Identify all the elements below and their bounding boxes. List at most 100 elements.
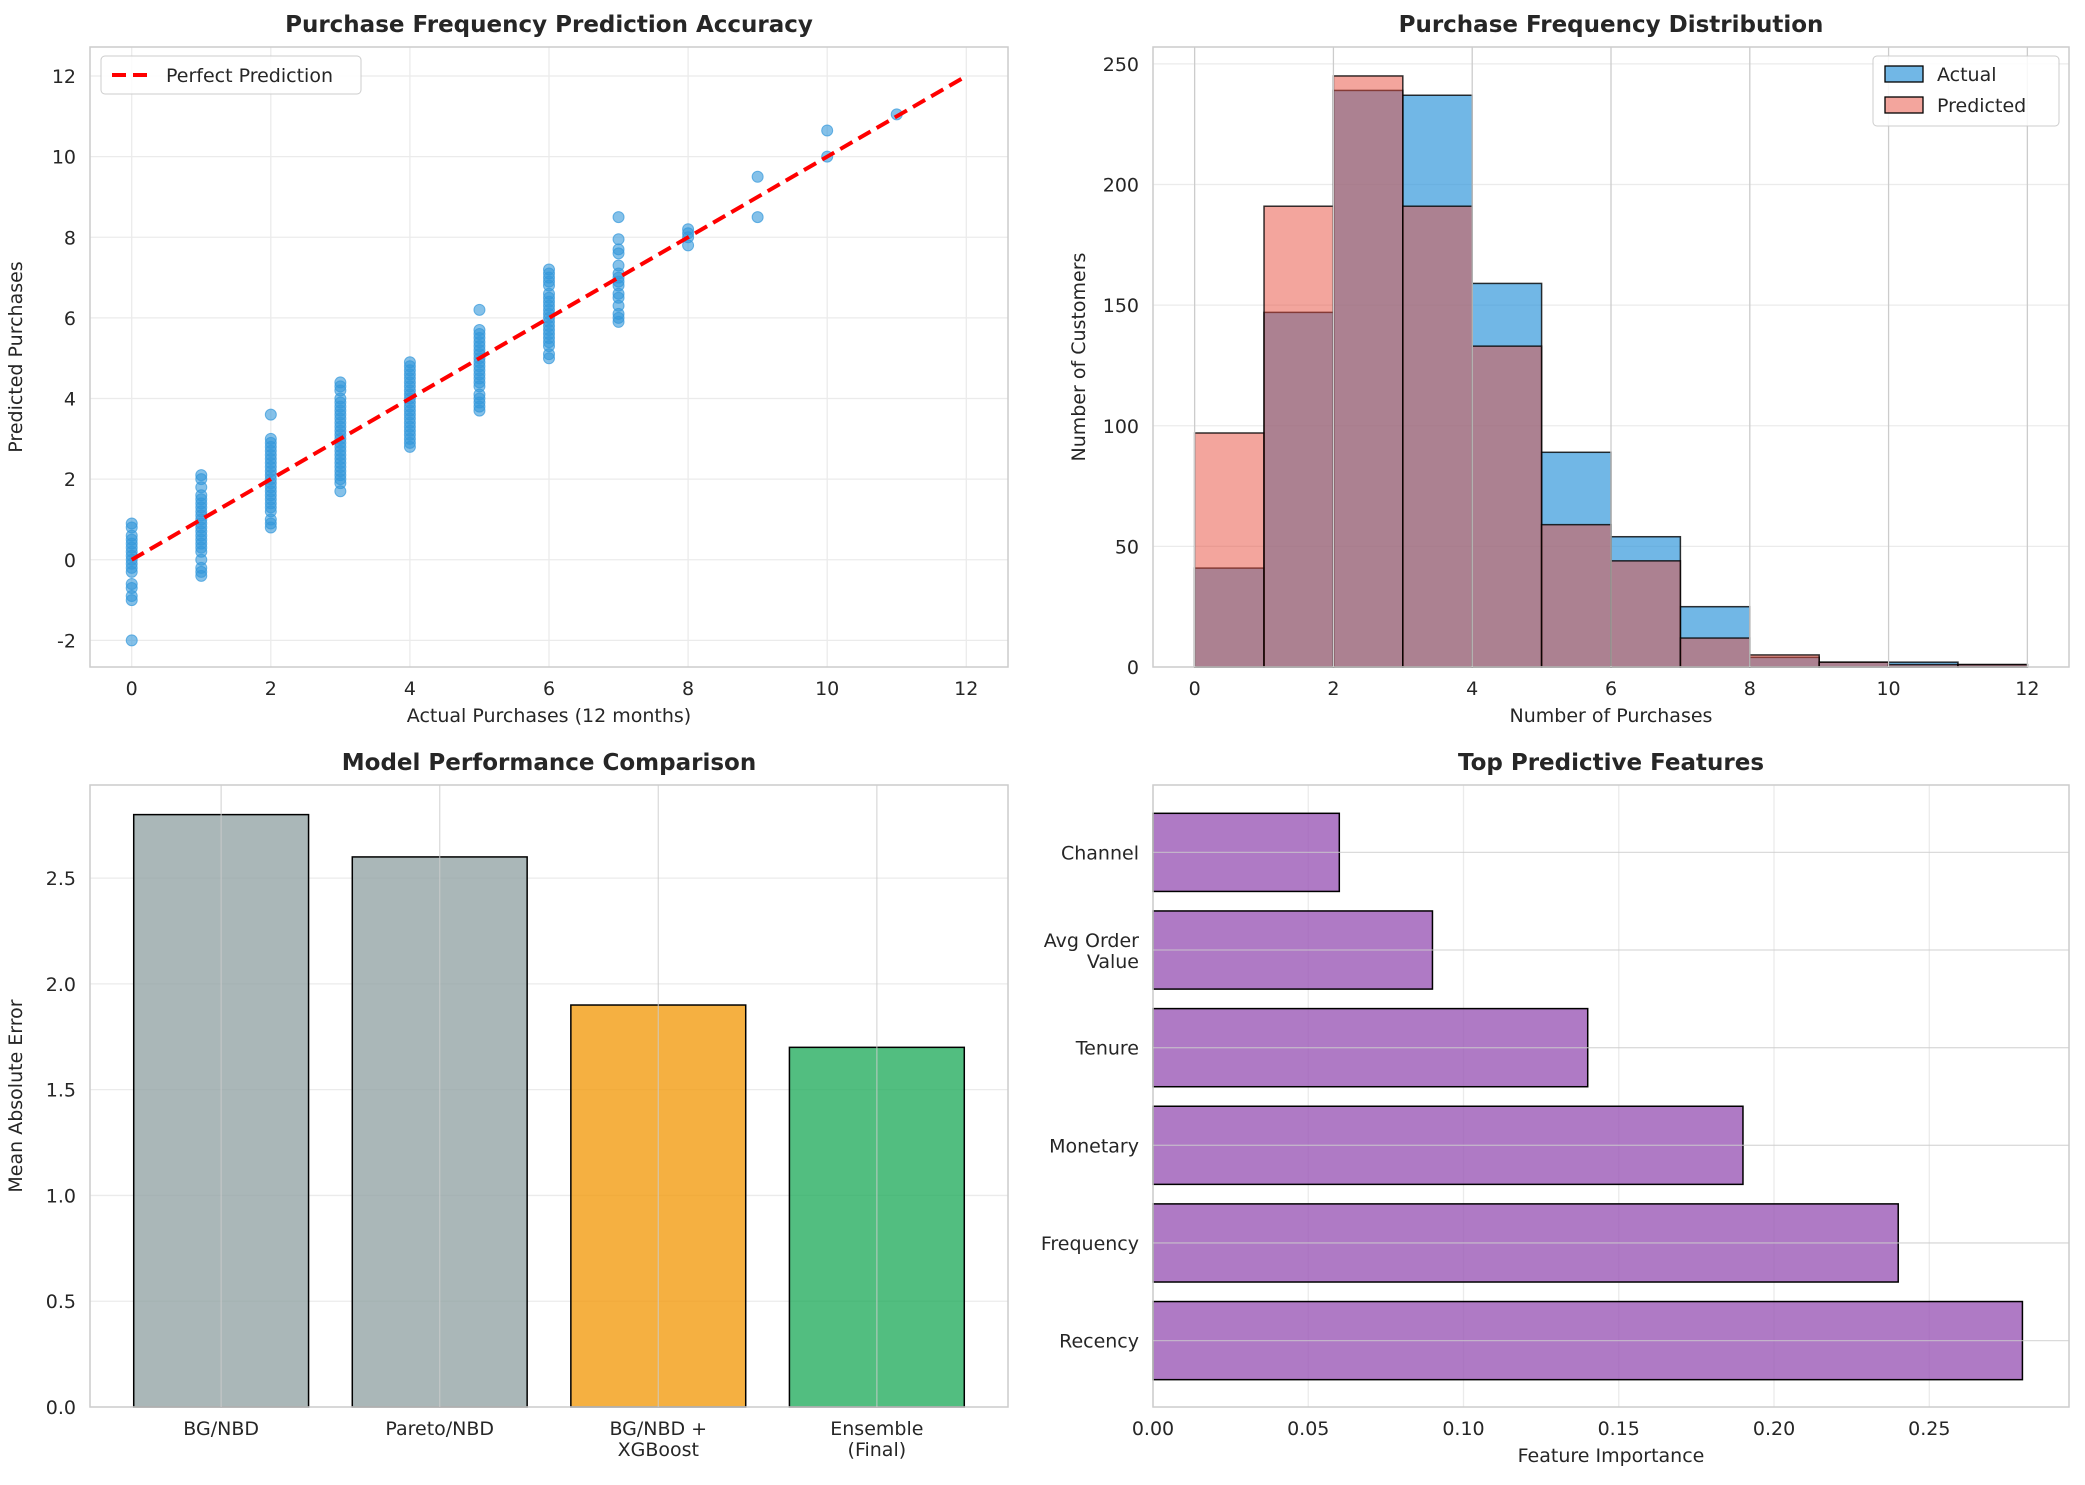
y-tick-label: Frequency — [1041, 1233, 1139, 1255]
data-point — [612, 315, 625, 328]
data-point — [612, 211, 625, 224]
x-tick-label: 4 — [404, 678, 416, 700]
y-tick-label: 0 — [1127, 657, 1139, 679]
x-tick-label: 0 — [1189, 678, 1201, 700]
histogram-panel: Purchase Frequency Distribution Number of… — [1068, 12, 2070, 727]
model-performance-panel: Model Performance Comparison Mean Absolut… — [5, 750, 1009, 1461]
perfect-prediction-line — [130, 74, 968, 562]
axes-frame — [1152, 46, 2070, 668]
x-tick-label: 8 — [682, 678, 694, 700]
y-tick-label: 8 — [64, 227, 76, 249]
x-tick-label: BG/NBD — [183, 1418, 259, 1440]
legend-label: Predicted — [1937, 95, 2026, 117]
data-point — [682, 239, 695, 252]
chart-title: Top Predictive Features — [1458, 750, 1764, 776]
x-tick-label: 4 — [1466, 678, 1478, 700]
x-tick-label: 8 — [1744, 678, 1756, 700]
y-tick-label: 2.0 — [46, 974, 76, 996]
legend-swatch — [1884, 96, 1924, 114]
x-tick-label: 0.25 — [1908, 1418, 1950, 1440]
x-tick-label: Pareto/NBD — [385, 1418, 494, 1440]
x-tick-label: 12 — [954, 678, 978, 700]
y-axis-label: Mean Absolute Error — [5, 999, 27, 1192]
x-tick-label: 6 — [1605, 678, 1617, 700]
y-tick-label: 1.0 — [46, 1185, 76, 1207]
x-tick-label: 0.05 — [1287, 1418, 1329, 1440]
histogram-bar-predicted — [1679, 637, 1751, 668]
x-axis-label: Number of Purchases — [1510, 705, 1713, 727]
chart-title: Purchase Frequency Distribution — [1399, 12, 1824, 38]
x-tick-label: 0 — [126, 678, 138, 700]
data-point — [751, 170, 764, 183]
axes-frame — [89, 46, 1009, 668]
x-axis-label: Actual Purchases (12 months) — [407, 705, 691, 727]
y-axis-label: Number of Customers — [1068, 253, 1090, 462]
histogram-bar-predicted — [1332, 75, 1404, 668]
data-point — [403, 440, 416, 453]
data-point — [195, 569, 208, 582]
data-point — [612, 233, 625, 246]
x-tick-label: 2 — [1327, 678, 1339, 700]
axes-frame — [89, 784, 1009, 1408]
data-point — [125, 594, 138, 607]
y-tick-label: Recency — [1059, 1331, 1139, 1353]
y-tick-label: 0.0 — [46, 1397, 76, 1419]
data-point — [334, 485, 347, 498]
feature-importance-panel: Top Predictive Features Feature Importanc… — [1041, 750, 2070, 1467]
histogram-bar-predicted — [1471, 345, 1543, 668]
y-tick-label: 150 — [1103, 295, 1139, 317]
x-tick-label: 0.10 — [1442, 1418, 1484, 1440]
x-tick-label: 2 — [265, 678, 277, 700]
x-tick-label: 12 — [2015, 678, 2039, 700]
y-tick-label: 100 — [1103, 416, 1139, 438]
x-tick-label: Ensemble (Final) — [830, 1418, 923, 1461]
y-tick-label: 12 — [52, 66, 76, 88]
data-point — [473, 404, 486, 417]
x-tick-label: 0.15 — [1598, 1418, 1640, 1440]
scatter-panel: Purchase Frequency Prediction Accuracy Ac… — [5, 12, 1009, 727]
data-point — [473, 303, 486, 316]
data-point — [612, 247, 625, 260]
x-tick-label: 0.00 — [1132, 1418, 1174, 1440]
legend: Perfect Prediction — [100, 55, 362, 95]
x-tick-label: 10 — [815, 678, 839, 700]
y-tick-label: Tenure — [1075, 1038, 1139, 1060]
y-tick-label: 10 — [52, 147, 76, 169]
data-point — [264, 521, 277, 534]
legend: Actual Predicted — [1872, 55, 2060, 127]
y-tick-label: 2.5 — [46, 868, 76, 890]
x-tick-label: 10 — [1876, 678, 1900, 700]
data-point — [125, 634, 138, 647]
histogram-bar-predicted — [1610, 560, 1682, 668]
axes-frame — [1152, 784, 2070, 1408]
legend-label: Perfect Prediction — [166, 65, 333, 87]
y-tick-label: Monetary — [1049, 1135, 1139, 1157]
y-tick-label: 250 — [1103, 54, 1139, 76]
data-point — [821, 124, 834, 137]
x-tick-label: 0.20 — [1753, 1418, 1795, 1440]
histogram-bar-predicted — [1540, 523, 1612, 668]
histogram-bar-predicted — [1749, 654, 1820, 668]
legend-label: Actual — [1937, 64, 1997, 86]
y-axis-label: Predicted Purchases — [5, 261, 27, 452]
y-tick-label: 0 — [64, 550, 76, 572]
legend-box — [100, 55, 362, 95]
histogram-bar-predicted — [1263, 205, 1335, 668]
data-point — [543, 352, 555, 365]
y-tick-label: 50 — [1115, 536, 1139, 558]
data-point — [264, 408, 277, 421]
y-tick-label: 200 — [1103, 175, 1139, 197]
y-tick-label: 0.5 — [46, 1291, 76, 1313]
histogram-bar-predicted — [1193, 432, 1265, 668]
y-tick-label: -2 — [57, 630, 76, 652]
y-tick-label: Channel — [1061, 842, 1139, 864]
y-tick-label: 1.5 — [46, 1080, 76, 1102]
chart-title: Model Performance Comparison — [342, 750, 756, 776]
x-axis-label: Feature Importance — [1518, 1445, 1705, 1467]
histogram-bar-predicted — [1402, 205, 1473, 668]
x-tick-label: 6 — [543, 678, 555, 700]
legend-swatch — [1884, 65, 1924, 83]
x-tick-label: BG/NBD + XGBoost — [609, 1418, 707, 1461]
data-point — [125, 565, 138, 578]
